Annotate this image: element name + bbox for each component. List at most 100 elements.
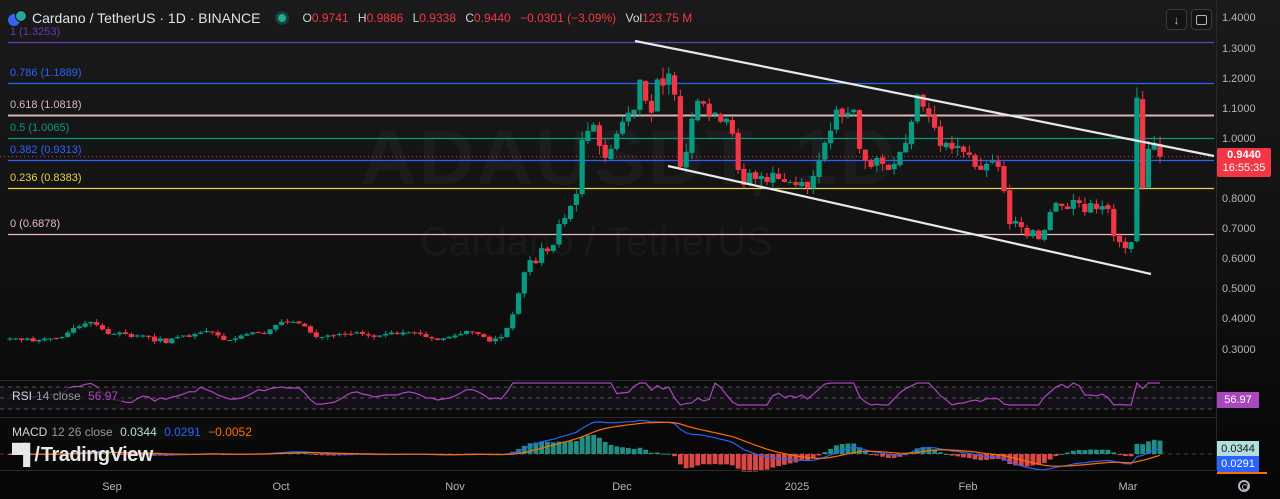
candle[interactable]	[1053, 201, 1059, 213]
candle[interactable]	[689, 112, 695, 159]
candle[interactable]	[556, 219, 562, 248]
candle[interactable]	[411, 331, 418, 335]
candle[interactable]	[128, 332, 134, 339]
candle[interactable]	[117, 331, 123, 337]
candle[interactable]	[1070, 193, 1076, 216]
candle[interactable]	[331, 333, 337, 339]
candle[interactable]	[781, 173, 787, 183]
candle[interactable]	[226, 339, 233, 341]
candle[interactable]	[1030, 229, 1036, 239]
candle[interactable]	[625, 106, 631, 127]
candle[interactable]	[30, 336, 36, 342]
candle[interactable]	[671, 71, 678, 102]
candle[interactable]	[984, 161, 990, 178]
candle[interactable]	[365, 331, 371, 338]
price-pane[interactable]	[0, 0, 1216, 380]
candle[interactable]	[619, 116, 626, 136]
candle[interactable]	[1140, 91, 1146, 191]
candle[interactable]	[1001, 161, 1007, 194]
pane-divider[interactable]	[0, 380, 1216, 381]
candle[interactable]	[1041, 229, 1048, 242]
candle[interactable]	[637, 79, 643, 116]
candle[interactable]	[937, 120, 944, 153]
candle[interactable]	[1134, 87, 1140, 243]
candle[interactable]	[700, 100, 707, 107]
candle[interactable]	[215, 330, 221, 339]
candle[interactable]	[255, 331, 262, 334]
candle[interactable]	[174, 334, 181, 340]
candle[interactable]	[1018, 216, 1024, 234]
candle[interactable]	[209, 330, 215, 335]
candle[interactable]	[804, 181, 811, 194]
candle[interactable]	[585, 122, 591, 145]
candle[interactable]	[261, 330, 267, 335]
candle[interactable]	[966, 145, 972, 158]
candle[interactable]	[1128, 241, 1134, 253]
candle[interactable]	[666, 67, 672, 95]
candle[interactable]	[868, 158, 874, 169]
macd-signal-line[interactable]	[10, 421, 1161, 467]
candle[interactable]	[475, 331, 481, 336]
candle[interactable]	[1076, 196, 1082, 208]
candle[interactable]	[273, 324, 279, 333]
candle[interactable]	[775, 167, 782, 180]
candle[interactable]	[388, 330, 395, 335]
candle[interactable]	[377, 335, 383, 338]
candle[interactable]	[856, 109, 863, 154]
candle[interactable]	[903, 133, 909, 153]
candle[interactable]	[833, 105, 839, 134]
candle[interactable]	[446, 335, 452, 339]
candle[interactable]	[192, 332, 198, 340]
candle[interactable]	[498, 334, 504, 342]
candle[interactable]	[13, 337, 19, 341]
candle[interactable]	[955, 137, 961, 156]
candle[interactable]	[250, 331, 256, 336]
candle[interactable]	[221, 333, 227, 341]
candle[interactable]	[718, 112, 724, 124]
candle[interactable]	[7, 336, 13, 342]
fullscreen-button[interactable]	[1191, 9, 1212, 30]
candle[interactable]	[76, 324, 82, 330]
candle[interactable]	[660, 67, 666, 95]
candle[interactable]	[533, 257, 539, 264]
candle[interactable]	[608, 144, 614, 161]
macd-pane[interactable]	[0, 418, 1216, 474]
candle[interactable]	[960, 145, 967, 158]
candle[interactable]	[244, 332, 250, 336]
candle[interactable]	[169, 337, 175, 345]
candle[interactable]	[515, 292, 522, 316]
candle[interactable]	[729, 116, 735, 137]
settings-gear-icon[interactable]	[1238, 480, 1250, 492]
candle[interactable]	[643, 80, 649, 104]
candle[interactable]	[232, 335, 238, 343]
candle[interactable]	[677, 89, 683, 170]
candle[interactable]	[307, 324, 314, 334]
candle[interactable]	[1024, 224, 1030, 239]
candle[interactable]	[1093, 199, 1100, 214]
candle[interactable]	[1012, 216, 1019, 228]
candle[interactable]	[383, 330, 389, 338]
candle[interactable]	[463, 330, 470, 336]
candle[interactable]	[354, 331, 360, 334]
candle[interactable]	[290, 320, 296, 323]
candle[interactable]	[567, 205, 574, 222]
candle[interactable]	[943, 141, 949, 151]
candle[interactable]	[59, 336, 65, 340]
candle[interactable]	[469, 331, 475, 335]
candle[interactable]	[18, 338, 25, 343]
candle[interactable]	[648, 94, 655, 123]
candle[interactable]	[995, 155, 1001, 172]
candle[interactable]	[932, 105, 938, 131]
candle[interactable]	[752, 170, 759, 184]
candle[interactable]	[712, 111, 718, 118]
candle[interactable]	[122, 329, 129, 335]
candle[interactable]	[521, 271, 527, 298]
candle[interactable]	[24, 337, 30, 341]
candle[interactable]	[400, 329, 406, 337]
candle[interactable]	[810, 170, 816, 194]
candle[interactable]	[1145, 140, 1152, 189]
candle[interactable]	[284, 318, 290, 325]
candle[interactable]	[302, 322, 308, 327]
rsi-legend[interactable]: RSI 14 close 56.97	[8, 388, 123, 404]
pane-divider[interactable]	[0, 417, 1216, 418]
